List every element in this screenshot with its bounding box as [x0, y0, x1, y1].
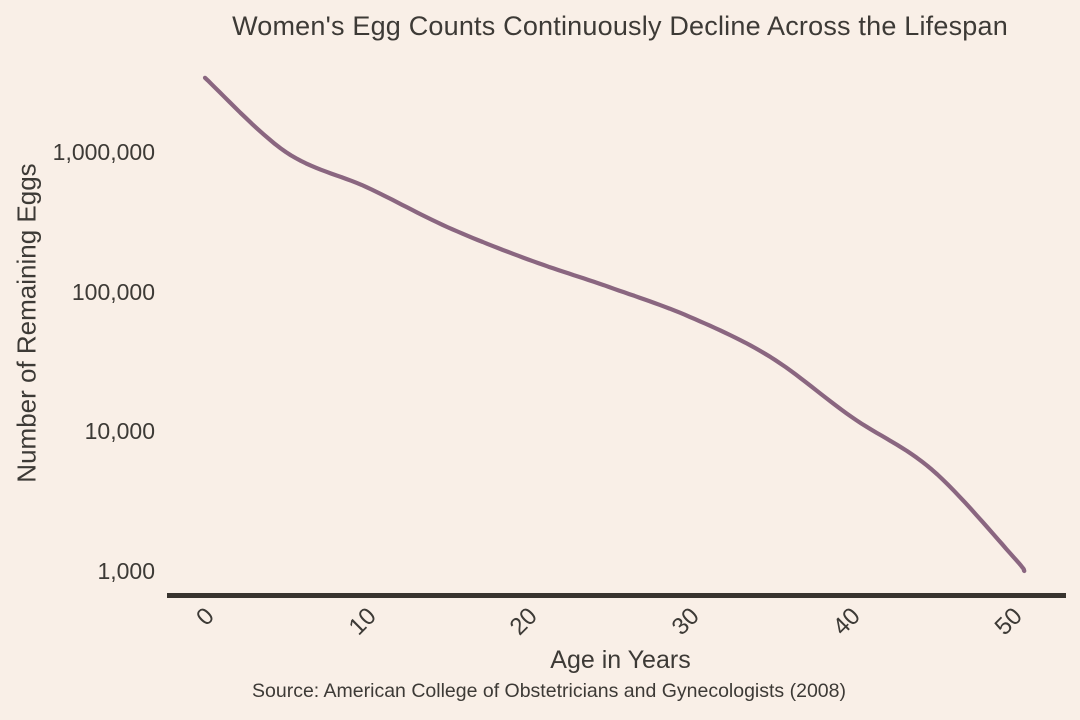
source-note: Source: American College of Obstetrician…	[252, 680, 846, 702]
chart-title: Women's Egg Counts Continuously Decline …	[232, 11, 1008, 41]
y-tick-label: 1,000	[97, 558, 155, 584]
y-tick-label: 100,000	[71, 278, 155, 305]
x-axis-title: Age in Years	[550, 646, 691, 674]
y-tick-label: 10,000	[84, 418, 155, 445]
y-tick-label: 1,000,000	[52, 139, 155, 165]
egg-count-line	[202, 75, 1027, 574]
x-axis-line	[167, 593, 1066, 598]
